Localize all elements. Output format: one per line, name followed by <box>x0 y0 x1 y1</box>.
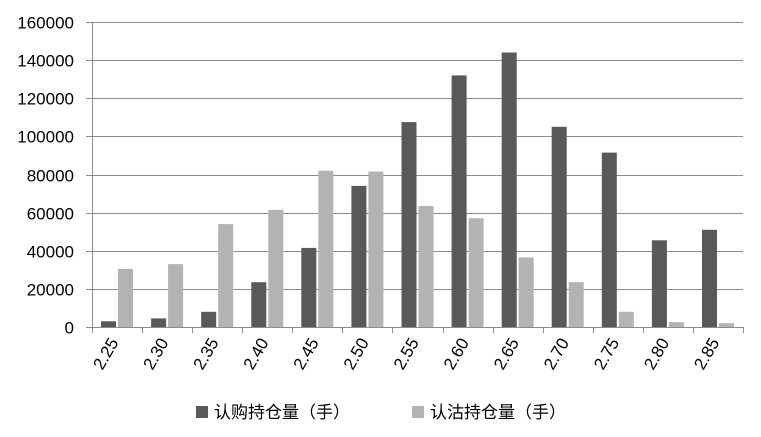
bar-put-2.45 <box>318 170 334 327</box>
y-tick-label-160000: 160000 <box>17 14 74 33</box>
bar-call-2.50 <box>351 185 367 327</box>
y-tick-label-40000: 40000 <box>27 243 74 262</box>
bar-call-2.25 <box>101 321 116 327</box>
y-tick-labels: 0 20000 40000 60000 80000 100000 120000 140000 1… <box>17 14 74 338</box>
bar-call-2.70 <box>551 126 567 327</box>
bar-put-2.35 <box>218 224 234 327</box>
y-tick-label-20000: 20000 <box>27 281 74 300</box>
bar-put-2.70 <box>568 282 584 327</box>
x-tick-label-2.80: 2.80 <box>640 335 673 373</box>
legend-label-call: 认购持仓量（手） <box>214 403 350 423</box>
legend-swatch-put <box>412 406 424 418</box>
bar-put-2.40 <box>268 209 284 327</box>
bar-put-2.60 <box>468 218 484 327</box>
bar-put-2.30 <box>168 264 184 327</box>
x-tick-label-2.30: 2.30 <box>139 335 172 373</box>
x-tick-label-2.35: 2.35 <box>190 335 223 373</box>
gridlines <box>92 22 743 290</box>
bar-call-2.75 <box>601 152 617 327</box>
bar-call-2.80 <box>651 240 667 327</box>
x-tick-label-2.65: 2.65 <box>490 335 523 373</box>
bar-put-2.25 <box>118 268 133 327</box>
y-tick-label-0: 0 <box>65 319 74 338</box>
legend-label-put: 认沽持仓量（手） <box>430 403 566 423</box>
bar-put-2.85 <box>719 323 734 327</box>
bar-call-2.65 <box>501 52 517 327</box>
bar-call-2.60 <box>451 75 467 328</box>
x-tick-label-2.25: 2.25 <box>89 335 122 373</box>
x-tick-label-2.55: 2.55 <box>390 335 423 373</box>
bar-call-2.40 <box>251 282 267 327</box>
bar-put-2.65 <box>518 257 534 327</box>
y-tick-label-120000: 120000 <box>17 90 74 109</box>
bar-call-2.35 <box>201 311 217 328</box>
bar-call-2.55 <box>401 122 417 327</box>
y-tick-label-140000: 140000 <box>17 52 74 71</box>
y-tick-label-100000: 100000 <box>17 128 74 147</box>
bar-call-2.30 <box>151 318 167 327</box>
legend: 认购持仓量（手） 认沽持仓量（手） <box>196 403 566 423</box>
bar-call-2.45 <box>301 247 317 327</box>
x-tick-label-2.45: 2.45 <box>290 335 323 373</box>
x-tick-label-2.85: 2.85 <box>690 335 723 373</box>
x-tick-labels: 2.25 2.30 2.35 2.40 2.45 2.50 2.55 2.60 2.65 2.70… <box>89 335 723 373</box>
x-tick-label-2.60: 2.60 <box>440 335 473 373</box>
bar-call-2.85 <box>702 229 717 327</box>
bar-put-2.55 <box>418 206 434 327</box>
axes <box>86 22 744 333</box>
y-tick-label-80000: 80000 <box>27 167 74 186</box>
bar-put-2.75 <box>618 311 634 328</box>
x-tick-label-2.75: 2.75 <box>590 335 623 373</box>
bar-put-2.80 <box>668 322 684 327</box>
x-tick-label-2.50: 2.50 <box>340 335 373 373</box>
x-tick-label-2.70: 2.70 <box>540 335 573 373</box>
x-tick-label-2.40: 2.40 <box>240 335 273 373</box>
legend-swatch-call <box>196 406 208 418</box>
y-tick-label-60000: 60000 <box>27 205 74 224</box>
bar-put-2.50 <box>368 171 384 327</box>
bars <box>101 52 734 328</box>
